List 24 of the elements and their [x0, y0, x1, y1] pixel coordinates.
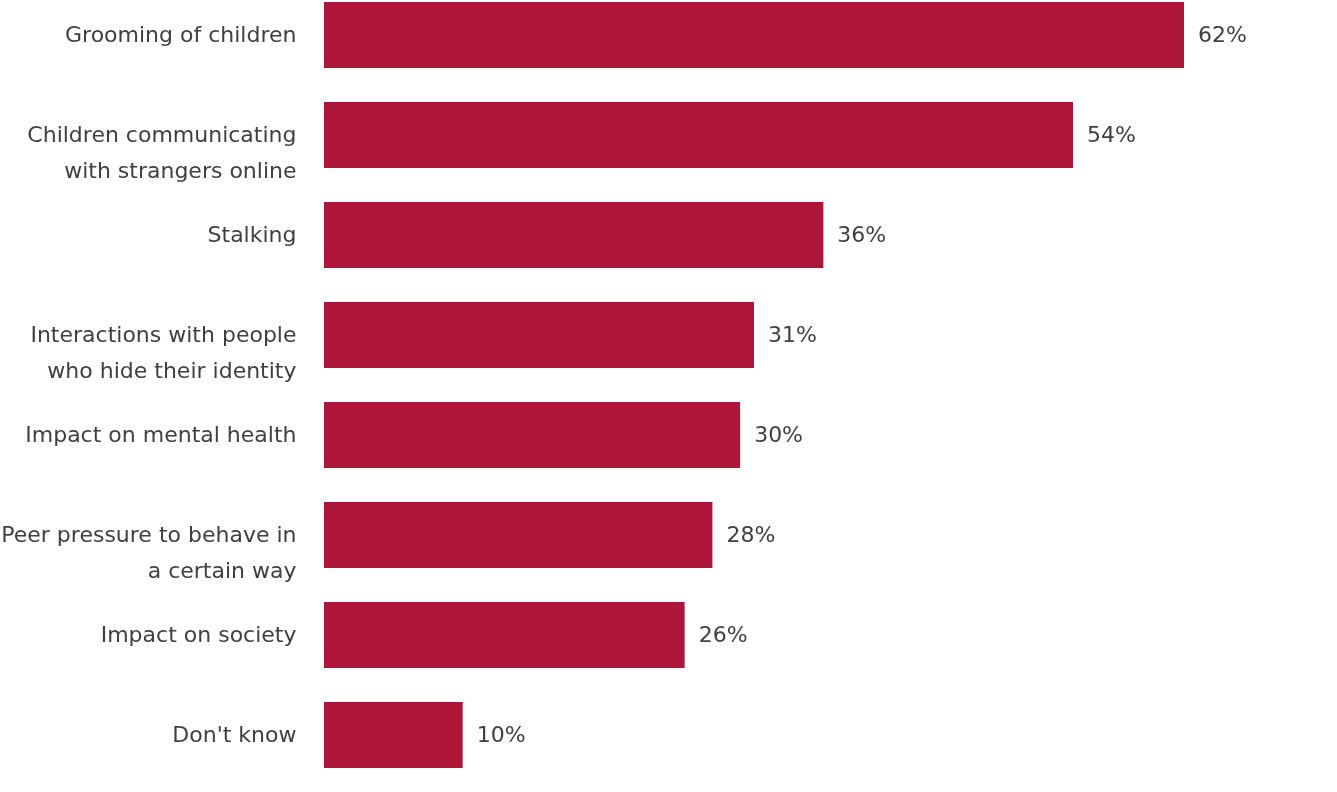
data-label: 26% [698, 622, 748, 647]
y-tick-label: Don't know [172, 722, 297, 747]
y-tick-label: Stalking [207, 222, 297, 247]
data-label: 62% [1198, 22, 1247, 47]
y-tick-label: Children communicating with strangers online [27, 122, 297, 183]
bar [324, 2, 1184, 68]
data-label: 30% [754, 422, 804, 447]
data-label: 10% [476, 722, 526, 747]
bar [324, 702, 463, 768]
bar [324, 102, 1074, 168]
data-label: 31% [768, 322, 817, 347]
y-tick-label: Impact on mental health [25, 422, 297, 447]
bar [324, 402, 741, 468]
bar [324, 502, 713, 568]
y-tick-label: Grooming of children [65, 22, 297, 47]
y-tick-label: Interactions with people who hide their identity [30, 322, 297, 383]
y-tick-label: Impact on society [100, 622, 297, 647]
bar [324, 602, 685, 668]
data-label: 28% [726, 522, 776, 547]
bar [324, 202, 824, 268]
y-tick-label: Peer pressure to behave in a certain way [1, 522, 297, 583]
data-label: 36% [837, 222, 887, 247]
data-label: 54% [1087, 122, 1136, 147]
bar [324, 302, 754, 368]
